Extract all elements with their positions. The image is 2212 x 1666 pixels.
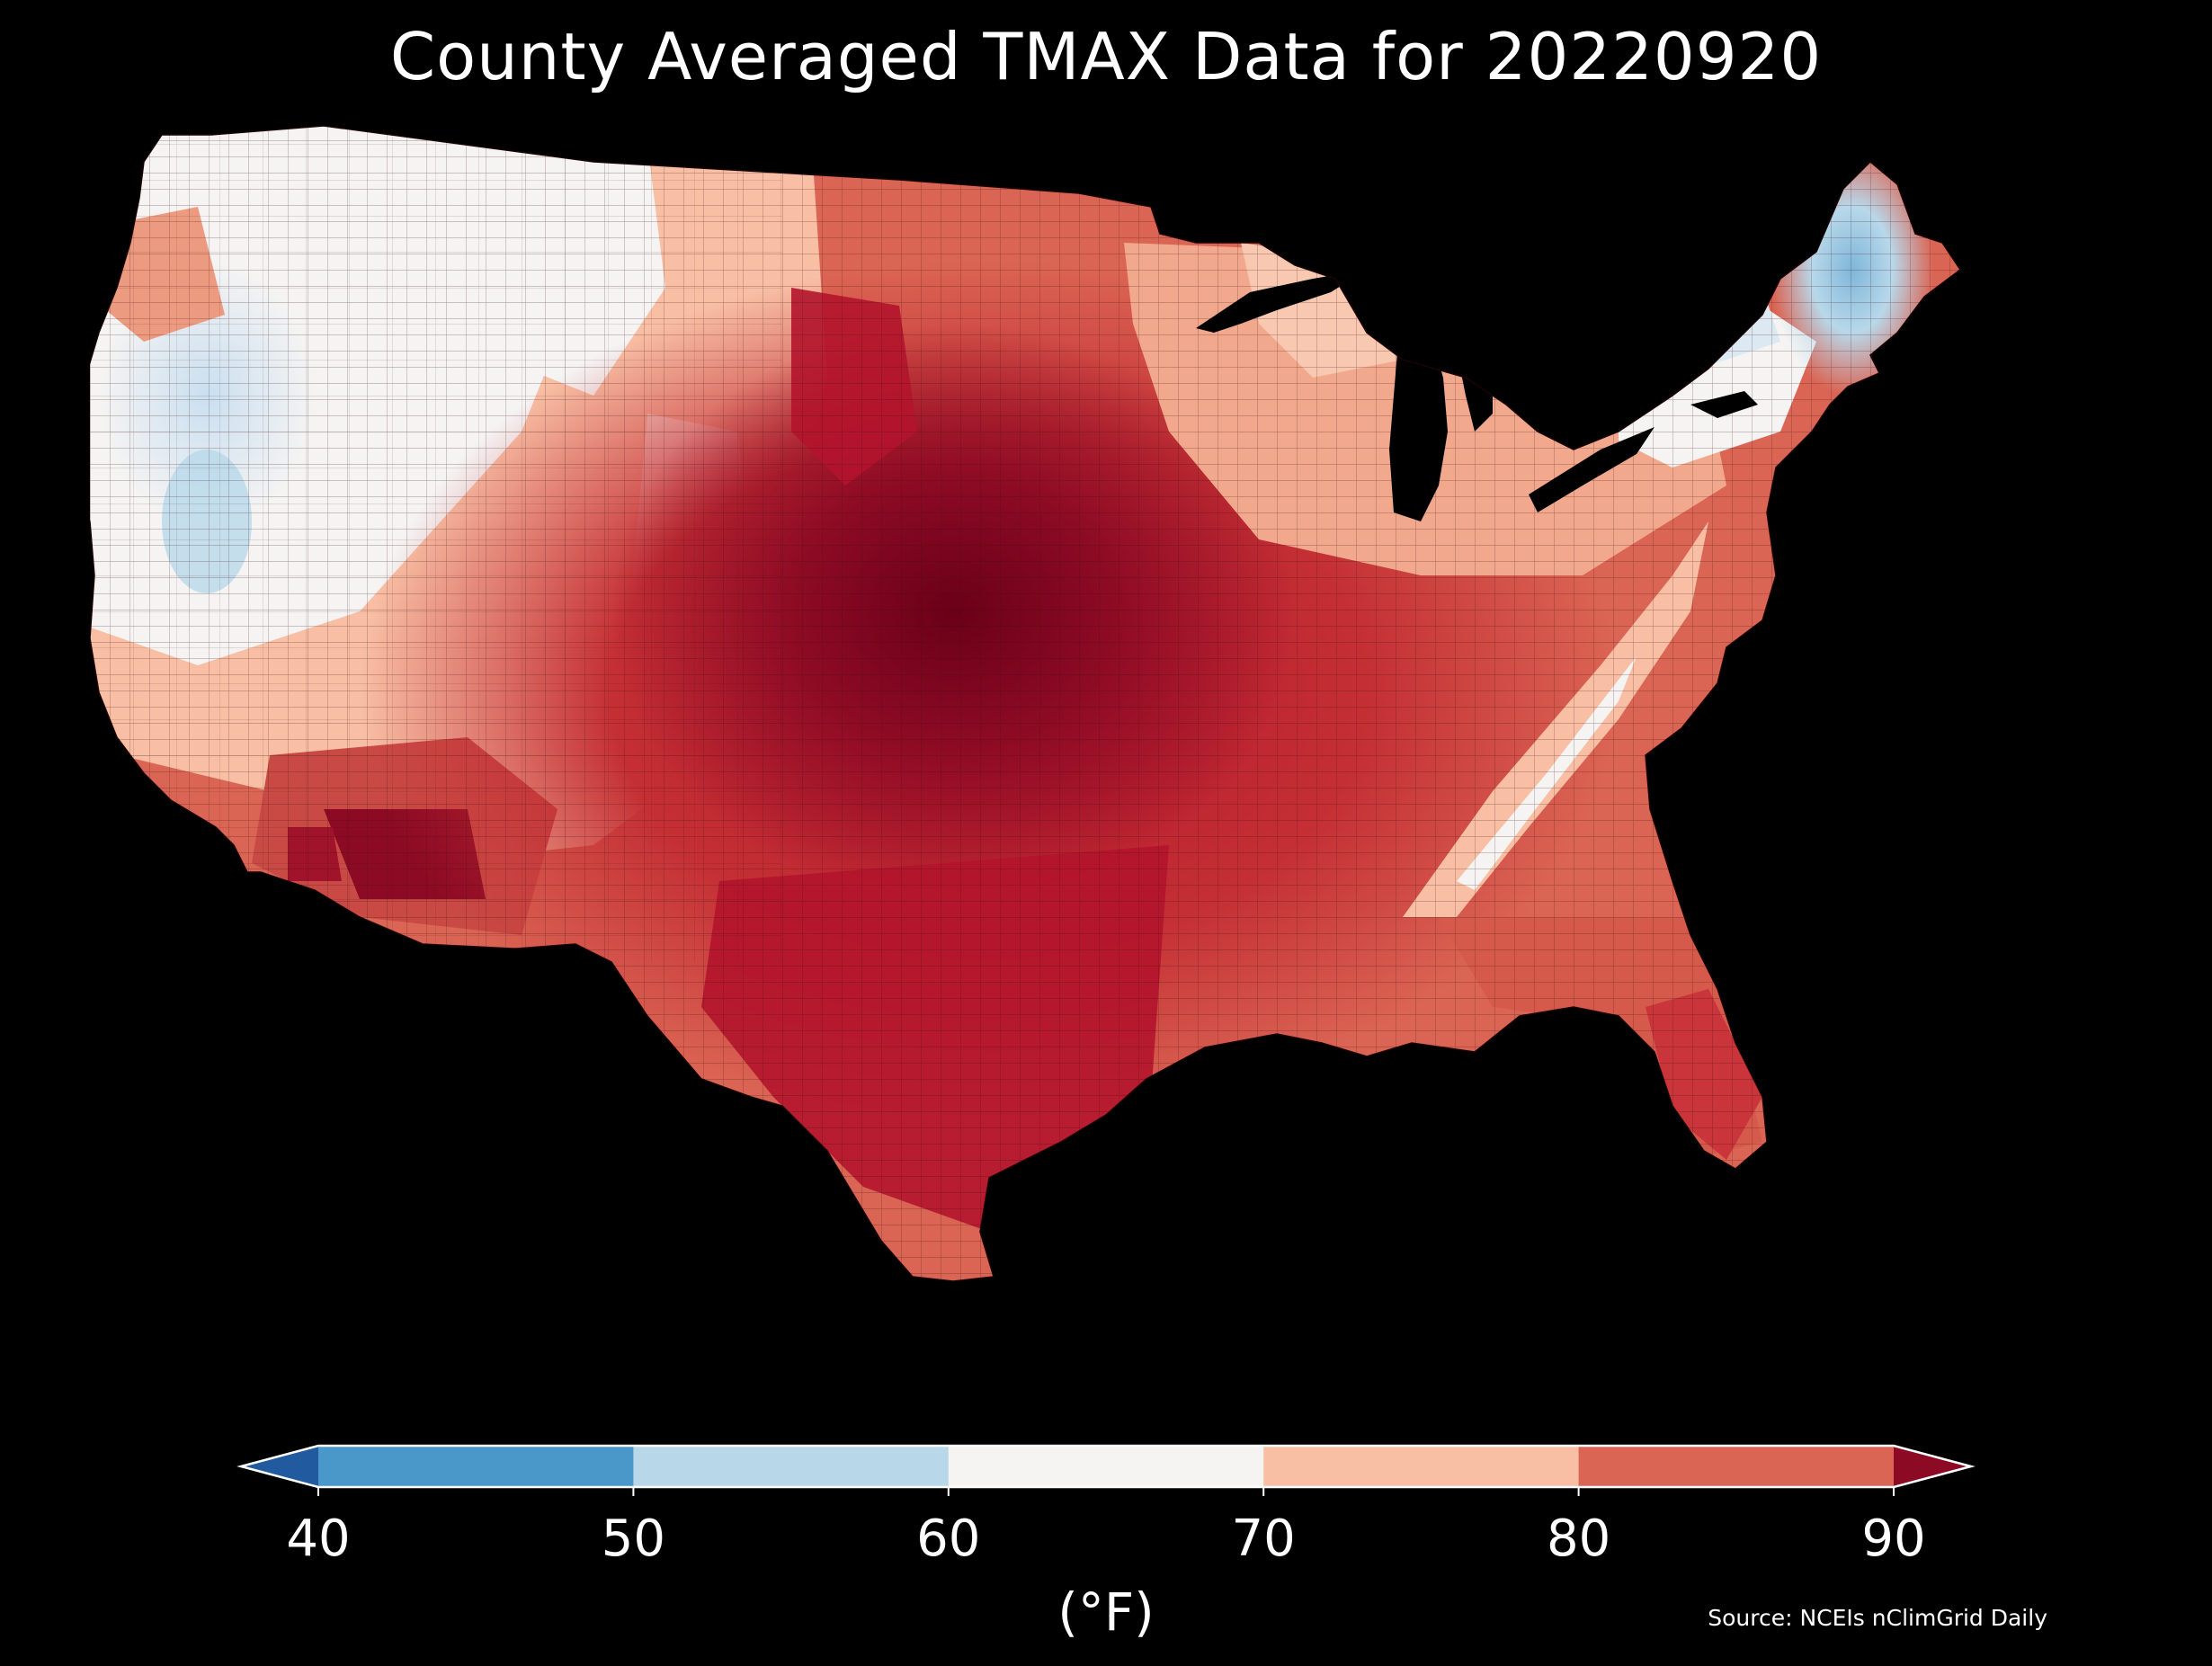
source-credit: Source: NCEIs nClimGrid Daily xyxy=(1708,1605,2047,1631)
map-title: County Averaged TMAX Data for 20220920 xyxy=(389,19,1823,94)
county-fill-layer xyxy=(90,126,1960,1281)
colorbar-bin-80-90 xyxy=(1578,1446,1895,1487)
colorbar-tick-label: 80 xyxy=(1546,1510,1611,1568)
colorbar-tick-label: 90 xyxy=(1861,1510,1926,1568)
colorbar-tick-label: 50 xyxy=(601,1510,666,1568)
colorbar-graphic xyxy=(236,1444,1976,1496)
colorbar-tick-label: 40 xyxy=(286,1510,351,1568)
conus-choropleth xyxy=(90,125,1962,1282)
colorbar-bin-40-50 xyxy=(318,1446,634,1487)
colorbar-bin-60-70 xyxy=(948,1446,1264,1487)
colorbar xyxy=(236,1444,1976,1496)
colorbar-extend-high xyxy=(1894,1446,1971,1487)
great-lakes xyxy=(1196,270,1758,521)
colorbar-bin-70-80 xyxy=(1263,1446,1580,1487)
us-county-map xyxy=(90,108,2122,1403)
colorbar-extend-low xyxy=(241,1446,318,1487)
colorbar-tick-label: 70 xyxy=(1231,1510,1296,1568)
colorbar-unit-label: (°F) xyxy=(1057,1581,1155,1643)
colorbar-bin-50-60 xyxy=(633,1446,950,1487)
colorbar-tick-label: 60 xyxy=(916,1510,981,1568)
